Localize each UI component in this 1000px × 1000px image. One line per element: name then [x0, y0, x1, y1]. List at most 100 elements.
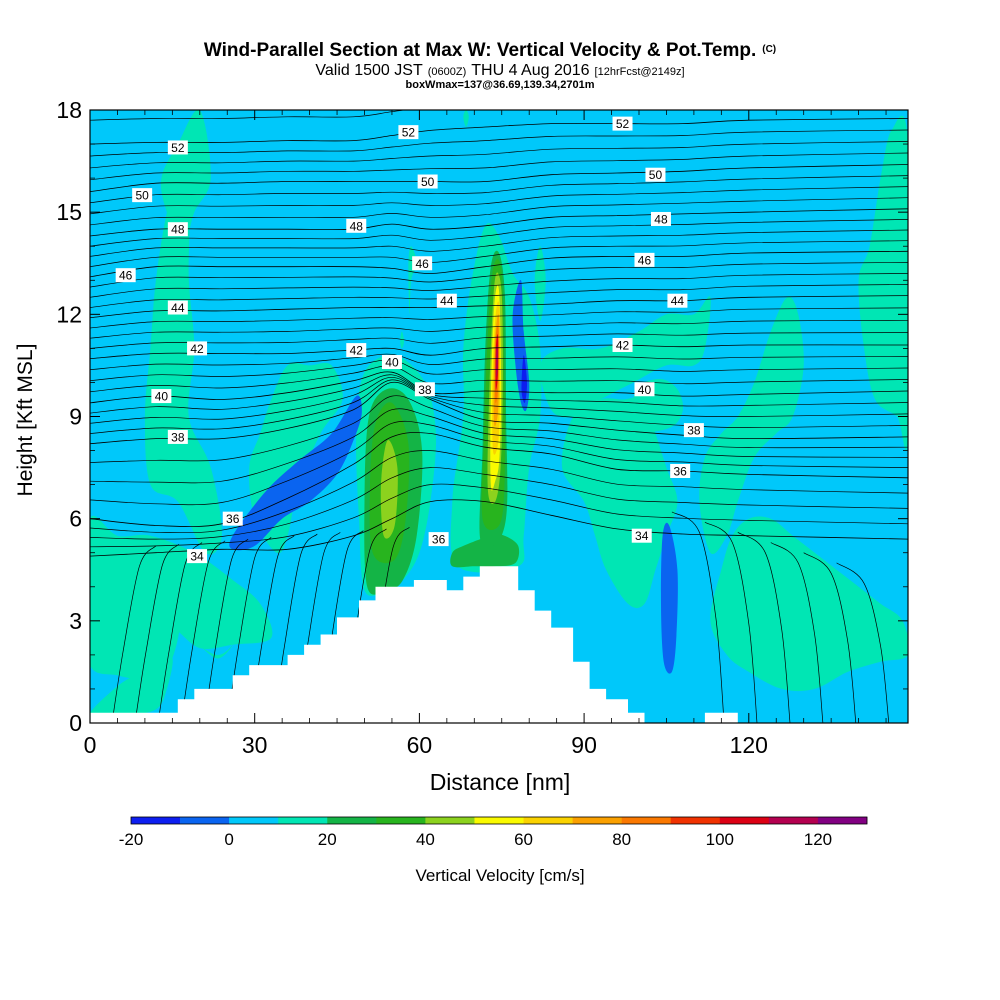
colorbar-tick-label: 20: [318, 830, 337, 849]
colorbar-bin: [474, 817, 524, 824]
x-tick-label: 30: [242, 732, 268, 758]
theta-contour-label: 46: [634, 252, 655, 267]
updraft-cell: [858, 115, 908, 451]
svg-text:38: 38: [687, 424, 701, 438]
theta-contour: [180, 540, 226, 723]
theta-contour: [90, 186, 908, 215]
theta-contour-label: 42: [612, 337, 633, 352]
y-tick-label: 6: [69, 506, 82, 532]
theta-contour-label: 52: [612, 116, 633, 131]
theta-contour-label: 38: [414, 382, 435, 397]
updraft-cell: [150, 607, 233, 659]
svg-text:42: 42: [350, 344, 364, 358]
theta-contour: [90, 152, 908, 181]
theta-contour-label: 38: [683, 423, 704, 438]
svg-text:48: 48: [171, 223, 185, 237]
colorbar-tick-label: -20: [119, 830, 144, 849]
theta-contour-label: 46: [412, 256, 433, 271]
updraft-cell: [90, 600, 180, 679]
theta-contour: [157, 542, 203, 723]
theta-contour-label: 50: [645, 167, 666, 182]
theta-contour: [90, 307, 908, 329]
colorbar-tick-label: 80: [612, 830, 631, 849]
y-axis-label: Height [Kft MSL]: [14, 344, 37, 497]
colorbar-tick-label: 40: [416, 830, 435, 849]
downdraft-cell: [229, 395, 362, 551]
theta-contour-label: 48: [346, 218, 367, 233]
contour-labels: 52 52 52 50 50 50 48 48 48 46 46 46 44 44 44 42 42 42 40 40…: [115, 116, 704, 564]
updraft-cell: [450, 534, 520, 568]
colorbar-tick-label: 0: [224, 830, 233, 849]
svg-text:40: 40: [385, 356, 399, 370]
svg-text:46: 46: [415, 257, 429, 271]
theta-contour: [90, 110, 407, 121]
downdraft-cell: [521, 355, 528, 404]
theta-contour: [803, 552, 857, 723]
theta-contour: [90, 332, 908, 349]
colorbar-bin: [327, 817, 377, 824]
svg-text:50: 50: [649, 168, 663, 182]
svg-text:42: 42: [616, 338, 630, 352]
colorbar-bin: [131, 817, 181, 824]
x-tick-label: 60: [407, 732, 433, 758]
theta-contour: [90, 208, 908, 237]
updraft-cell: [534, 246, 546, 322]
colorbar-bin: [376, 817, 426, 824]
y-tick-label: 18: [56, 97, 82, 123]
theta-contour: [90, 344, 908, 359]
y-tick-label: 15: [56, 199, 82, 225]
theta-contour-label: 40: [151, 389, 172, 404]
theta-contour: [90, 262, 908, 288]
potential-temperature-contours: [90, 110, 908, 723]
colorbar-bin: [719, 817, 770, 824]
theta-contour-label: 42: [187, 341, 208, 356]
theta-contour: [90, 273, 908, 298]
x-tick-label: 90: [571, 732, 597, 758]
colorbar-bin: [425, 817, 475, 824]
theta-contour: [90, 250, 908, 278]
theta-contour: [90, 371, 908, 404]
theta-contour: [90, 420, 908, 506]
theta-contour-label: 36: [670, 463, 691, 478]
svg-text:34: 34: [190, 550, 204, 564]
updraft-cell: [90, 657, 173, 720]
colorbar: -20 0 20 40 60 80 100 120: [119, 816, 868, 849]
svg-text:52: 52: [171, 141, 185, 155]
theta-contour: [836, 562, 890, 723]
svg-text:46: 46: [119, 269, 133, 283]
theta-contour-label: 50: [417, 174, 438, 189]
colorbar-tick-label: 100: [706, 830, 734, 849]
theta-contour-label: 42: [346, 343, 367, 358]
theta-contour: [111, 545, 157, 723]
theta-contour: [90, 408, 908, 484]
theta-contour: [90, 129, 908, 157]
theta-contour: [90, 374, 908, 414]
updraft-cell: [496, 344, 498, 377]
svg-text:50: 50: [135, 189, 149, 203]
svg-text:36: 36: [226, 512, 240, 526]
theta-contour: [90, 432, 908, 528]
svg-text:46: 46: [638, 253, 652, 267]
svg-text:44: 44: [671, 294, 685, 308]
chart-title: Wind-Parallel Section at Max W: Vertical…: [204, 40, 776, 61]
theta-contour: [90, 240, 908, 268]
colorbar-bin: [278, 817, 328, 824]
y-tick-label: 12: [56, 301, 82, 327]
svg-text:44: 44: [171, 301, 185, 315]
svg-text:38: 38: [171, 430, 185, 444]
theta-contour-label: 50: [132, 188, 153, 203]
theta-contour: [90, 229, 908, 257]
svg-text:52: 52: [616, 117, 630, 131]
svg-text:40: 40: [638, 383, 652, 397]
colorbar-bin: [670, 817, 721, 824]
x-tick-label: 0: [84, 732, 97, 758]
updraft-cell: [380, 439, 398, 539]
theta-contour: [90, 319, 908, 339]
theta-contour-label: 34: [631, 528, 652, 543]
colorbar-tick-label: 60: [514, 830, 533, 849]
velocity-regions: [90, 110, 908, 720]
colorbar-label: Vertical Velocity [cm/s]: [415, 866, 584, 885]
theta-contour: [737, 532, 791, 723]
